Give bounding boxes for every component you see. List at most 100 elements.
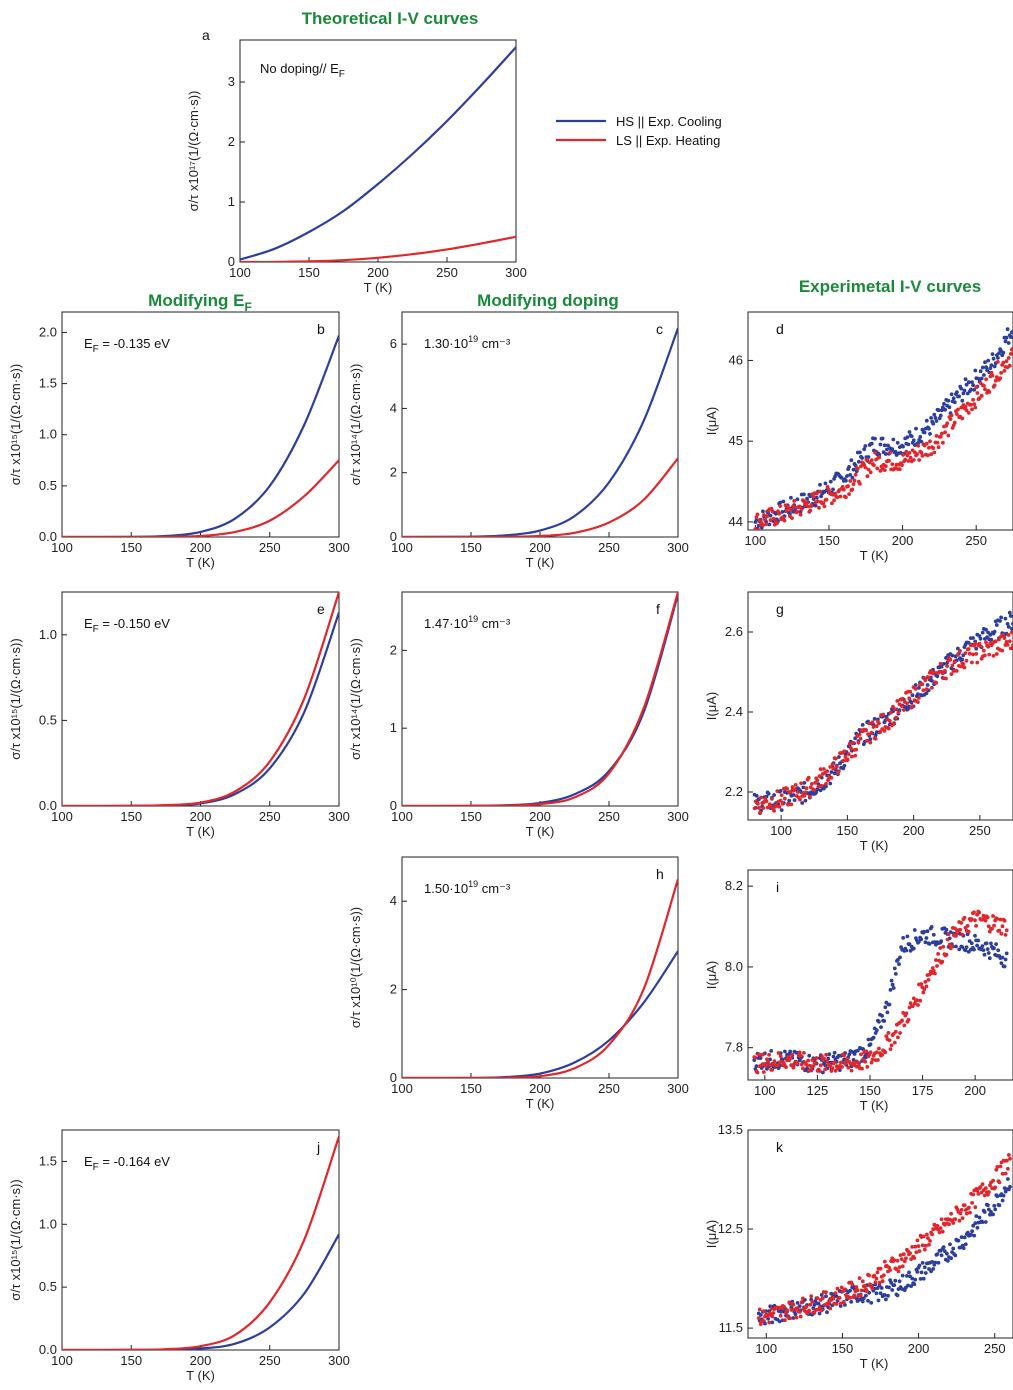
data-point-ls: [874, 1276, 879, 1281]
data-point-ls: [809, 1067, 814, 1072]
data-point-ls: [810, 782, 814, 786]
data-point-ls: [863, 1284, 867, 1288]
y-tick-label: 0: [390, 798, 397, 813]
data-point-hs: [1006, 625, 1011, 629]
data-point-hs: [874, 1028, 879, 1033]
annotation-subscript: F: [93, 624, 99, 635]
panel-i: 100 125 150 175 200 7.8 8.0 8.2 T (K) I(μA) i: [704, 869, 1013, 1113]
data-point-ls: [908, 689, 913, 694]
data-point-ls: [1006, 356, 1011, 360]
data-point-hs: [964, 382, 969, 387]
data-point-hs: [905, 435, 910, 440]
data-point-hs: [885, 447, 889, 452]
data-point-ls: [872, 1273, 877, 1278]
data-point-hs: [951, 396, 956, 401]
data-point-ls: [776, 1051, 781, 1055]
data-point-ls: [953, 926, 957, 931]
data-point-ls: [923, 678, 928, 683]
y-axis-label: I(μA): [704, 961, 719, 989]
data-point-hs: [964, 945, 969, 949]
title-theoretical: Theoretical I-V curves: [302, 9, 479, 28]
annotation-superscript: 19: [468, 614, 478, 624]
data-point-ls: [928, 1239, 932, 1243]
data-point-hs: [973, 1221, 978, 1226]
data-point-ls: [805, 1063, 809, 1067]
data-point-ls: [887, 719, 892, 723]
series-line-ls: [62, 459, 339, 537]
panel-g-frame: [747, 591, 1013, 821]
data-point-hs: [887, 1285, 891, 1290]
annotation-main: No doping// E: [260, 61, 339, 76]
panel-k: 100 150 200 250 11.5 12.5 13.5 T (K) I(μA) k: [704, 1122, 1013, 1371]
data-point-hs: [793, 1312, 798, 1317]
data-point-ls: [764, 1064, 768, 1068]
panel-i-frame: [747, 869, 1013, 1081]
data-point-ls: [945, 421, 950, 426]
data-point-hs: [1002, 964, 1007, 969]
data-point-hs: [860, 723, 865, 727]
data-point-hs: [754, 1064, 759, 1068]
data-point-ls: [921, 990, 926, 995]
data-point-hs: [849, 458, 854, 463]
data-point-hs: [823, 1063, 827, 1068]
data-point-ls: [915, 452, 919, 457]
data-point-ls: [969, 917, 974, 921]
data-point-hs: [850, 475, 855, 480]
data-point-hs: [944, 927, 949, 932]
y-tick-label: 45: [729, 433, 743, 448]
x-tick-label: 300: [667, 540, 689, 555]
data-point-ls: [991, 1178, 995, 1183]
data-point-hs: [889, 978, 894, 983]
data-point-hs: [893, 972, 898, 976]
data-point-ls: [997, 928, 1002, 933]
series-line-hs: [62, 612, 339, 806]
data-point-hs: [931, 932, 936, 937]
x-tick-label: 200: [190, 540, 212, 555]
data-point-ls: [992, 383, 997, 388]
data-point-ls: [962, 1203, 967, 1208]
data-point-ls: [811, 495, 816, 499]
data-point-ls: [839, 1285, 844, 1290]
data-point-hs: [969, 941, 974, 946]
data-point-ls: [758, 1322, 763, 1326]
data-point-hs: [777, 1319, 782, 1324]
panel-c: 100 150 200 250 300 0 2 4 6 T (K) σ/τ x10¹⁴(1/(Ω·c…: [348, 311, 689, 570]
x-tick-label: 100: [745, 533, 767, 548]
panel-label: h: [656, 866, 664, 882]
data-point-hs: [976, 376, 981, 381]
data-point-ls: [890, 723, 894, 728]
data-point-ls: [791, 1065, 796, 1070]
data-point-hs: [795, 1301, 800, 1305]
data-point-hs: [891, 986, 896, 990]
data-point-hs: [823, 481, 828, 486]
data-point-hs: [963, 1242, 968, 1247]
data-point-ls: [817, 1069, 822, 1073]
x-tick-label: 300: [505, 265, 527, 280]
data-point-hs: [938, 413, 943, 418]
legend-ls-label: LS || Exp. Heating: [616, 133, 720, 148]
data-point-hs: [772, 793, 776, 797]
data-point-ls: [896, 1269, 901, 1274]
data-point-ls: [972, 402, 977, 406]
data-point-ls: [865, 738, 869, 743]
data-point-hs: [930, 679, 934, 683]
data-point-hs: [832, 771, 837, 776]
data-point-ls: [895, 1258, 900, 1263]
data-point-ls: [893, 707, 898, 712]
x-tick-label: 200: [529, 809, 551, 824]
data-point-ls: [755, 512, 760, 517]
data-point-hs: [887, 1002, 892, 1007]
data-point-hs: [848, 1288, 852, 1293]
data-point-ls: [998, 1164, 1003, 1169]
data-point-ls: [817, 774, 822, 778]
data-point-hs: [941, 1245, 946, 1249]
data-point-hs: [925, 683, 930, 687]
data-point-ls: [867, 1273, 871, 1278]
data-point-ls: [789, 507, 793, 512]
data-point-ls: [948, 657, 953, 662]
data-point-ls: [770, 797, 774, 801]
data-point-ls: [797, 1310, 802, 1314]
data-point-ls: [792, 787, 797, 792]
data-point-hs: [922, 1265, 927, 1270]
data-point-hs: [936, 1260, 941, 1265]
